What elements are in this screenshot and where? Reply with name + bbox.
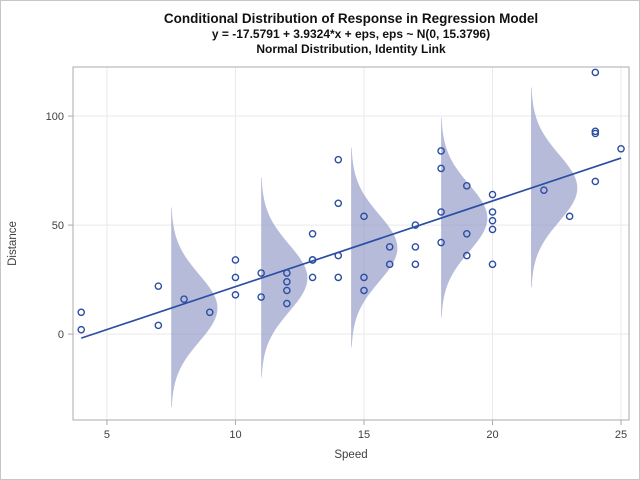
- data-point: [385, 260, 394, 269]
- data-point: [231, 256, 240, 264]
- chart-equation-subtitle: y = -17.5791 + 3.9324*x + eps, eps ~ N(0…: [211, 27, 491, 41]
- data-point: [77, 325, 86, 334]
- density-curve: [171, 207, 218, 409]
- density-curve: [261, 177, 308, 379]
- data-point: [462, 229, 471, 238]
- data-point: [283, 269, 291, 277]
- data-point: [437, 147, 445, 155]
- title-block: Conditional Distribution of Response in …: [73, 10, 629, 57]
- data-point: [308, 229, 317, 238]
- y-tick-label: 100: [46, 111, 64, 123]
- data-point: [334, 251, 343, 260]
- data-point: [154, 321, 163, 330]
- data-point: [283, 299, 291, 308]
- data-point: [591, 127, 600, 136]
- density-curve: [531, 87, 578, 289]
- data-point: [231, 273, 240, 282]
- x-axis-label: Speed: [334, 449, 367, 461]
- data-point: [591, 177, 600, 186]
- data-point: [488, 216, 497, 225]
- data-point: [360, 273, 368, 282]
- data-point: [488, 260, 497, 269]
- data-point: [462, 251, 471, 260]
- chart-title: Conditional Distribution of Response in …: [163, 11, 539, 26]
- data-point: [488, 225, 497, 234]
- density-curve: [351, 147, 398, 349]
- data-point: [334, 155, 343, 164]
- data-point: [308, 256, 317, 264]
- data-point: [334, 273, 343, 282]
- x-tick-label: 5: [104, 429, 110, 441]
- density-curve: [441, 117, 488, 319]
- data-point: [205, 308, 214, 317]
- data-point: [334, 199, 343, 208]
- x-tick-label: 20: [486, 429, 498, 441]
- data-point: [565, 212, 574, 221]
- data-point: [308, 273, 317, 282]
- data-point: [591, 68, 600, 77]
- data-point: [411, 243, 420, 251]
- data-point: [360, 286, 368, 295]
- x-tick-label: 10: [229, 429, 241, 441]
- data-point: [385, 243, 394, 251]
- regression-line: [80, 157, 622, 339]
- data-point: [462, 182, 471, 190]
- data-point: [231, 291, 240, 299]
- data-point: [488, 208, 497, 216]
- data-point: [283, 286, 291, 295]
- y-tick-label: 50: [52, 220, 64, 232]
- data-point: [360, 212, 368, 221]
- data-point: [77, 308, 86, 317]
- plot-frame: [72, 66, 630, 421]
- data-point: [180, 295, 188, 304]
- data-point: [257, 293, 265, 301]
- data-point: [411, 221, 420, 229]
- chart-distribution-subtitle: Normal Distribution, Identity Link: [256, 42, 446, 56]
- x-tick-label: 15: [358, 429, 370, 441]
- data-point: [437, 164, 445, 173]
- data-point: [540, 186, 548, 194]
- y-axis-label: Distance: [7, 221, 19, 266]
- y-tick-label: 0: [58, 329, 64, 341]
- data-point: [617, 144, 625, 153]
- x-tick-label: 25: [615, 429, 627, 441]
- data-point: [411, 260, 420, 269]
- data-point: [437, 208, 445, 216]
- data-point: [437, 238, 445, 247]
- data-point: [154, 282, 163, 290]
- data-point: [283, 277, 291, 286]
- data-point: [257, 269, 265, 277]
- data-point: [488, 190, 497, 199]
